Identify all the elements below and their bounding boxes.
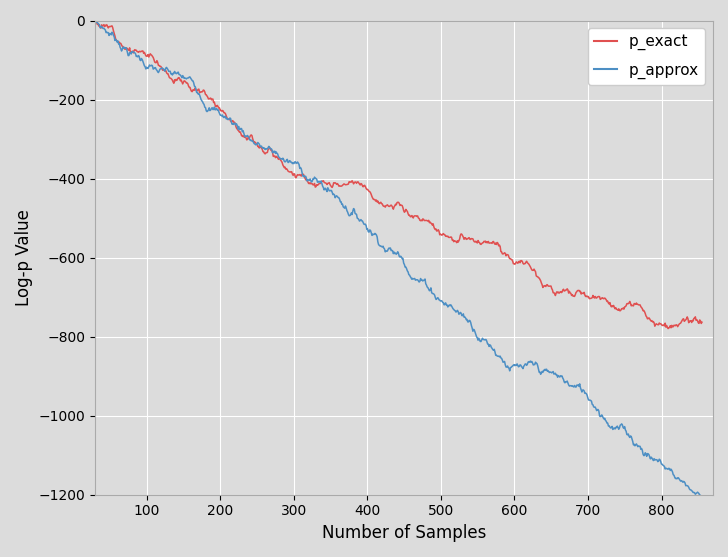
p_exact xyxy=(576,288,585,295)
p_exact xyxy=(91,17,100,24)
Line: p_approx: p_approx xyxy=(95,21,702,500)
p_exact xyxy=(695,320,703,327)
p_exact xyxy=(646,317,655,324)
p_approx xyxy=(697,497,706,504)
p_approx xyxy=(521,361,530,368)
p_approx xyxy=(694,490,703,496)
p_approx xyxy=(91,17,100,24)
p_approx xyxy=(646,454,655,461)
Line: p_exact: p_exact xyxy=(95,21,702,329)
p_exact xyxy=(697,319,706,325)
p_approx xyxy=(295,161,304,168)
p_approx xyxy=(576,384,585,391)
p_approx xyxy=(312,176,321,183)
Y-axis label: Log-p Value: Log-p Value xyxy=(15,209,33,306)
X-axis label: Number of Samples: Number of Samples xyxy=(322,524,486,542)
p_exact xyxy=(295,172,304,178)
p_exact xyxy=(521,259,530,266)
p_exact xyxy=(312,182,321,188)
Legend: p_exact, p_approx: p_exact, p_approx xyxy=(588,28,705,85)
p_exact xyxy=(664,325,673,332)
